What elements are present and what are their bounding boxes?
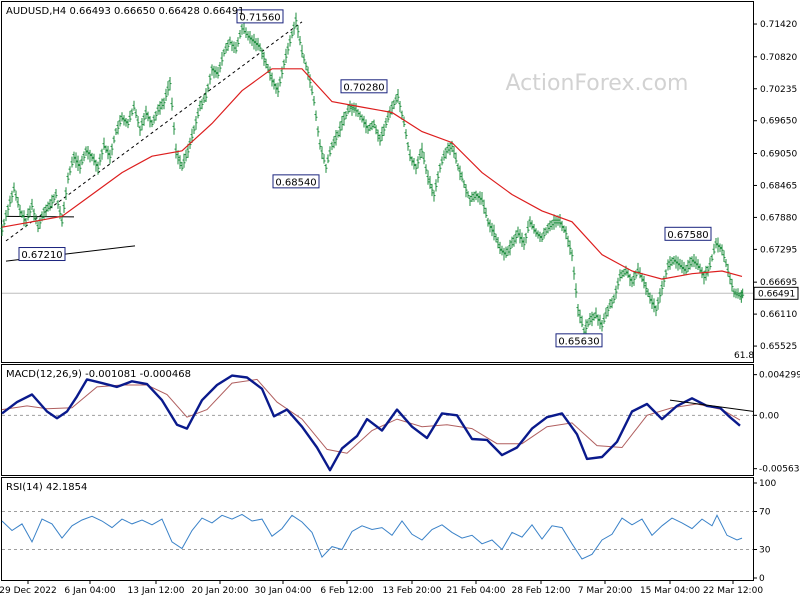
price-annotation: 0.67580 [664,226,712,241]
macd-panel-title: MACD(12,26,9) -0.001081 -0.000468 [6,369,191,380]
rsi-line [1,513,743,560]
price-y-tick-label: 0.67295 [760,245,797,255]
x-axis-label: 21 Feb 04:00 [446,586,505,596]
x-axis-label: 13 Feb 20:00 [382,586,441,596]
price-trendline [5,215,75,218]
rsi-y-tick-label: 30 [759,546,771,556]
price-annotation: 0.68540 [272,174,320,189]
price-annotation-label: 0.67580 [667,230,708,241]
rsi-y-tick-label: 70 [759,508,771,518]
x-axis-label: 20 Jan 20:00 [192,586,249,596]
rsi-layer [1,511,753,560]
macd-signal-line [1,378,741,454]
x-axis-label: 13 Jan 12:00 [128,586,185,596]
price-y-tick-label: 0.69650 [760,117,797,127]
macd-trendline [669,399,755,413]
axis-layer: 0.71420 0.70820 0.70235 0.69650 0.69050 0.684… [0,20,800,596]
x-axis-label: 28 Feb 12:00 [511,586,570,596]
last-price-tag-label: 0.66491 [758,289,795,299]
price-annotation-box [340,79,388,94]
price-y-tick-label: 0.71420 [760,20,797,30]
price-annotation-box [555,333,603,348]
moving-average-line [1,68,743,280]
price-y-tick-label: 0.67880 [760,213,797,223]
price-annotation: 0.71560 [236,9,284,24]
watermark: ActionForex.com [506,71,689,96]
price-y-tick-label: 0.70820 [760,53,797,63]
price-y-tick-label: 0.66110 [760,310,797,320]
macd-y-tick-label: 0.00 [759,411,779,421]
fib-level-label: 61.8 [734,351,754,361]
x-axis-label: 22 Mar 12:00 [703,586,763,596]
macd-layer [1,374,755,472]
macd-y-tick-label: 0.004299 [759,371,800,381]
x-axis-label: 29 Dec 2022 [0,586,57,596]
price-y-tick-label: 0.70235 [760,85,797,95]
price-annotation-label: 0.68540 [275,177,316,188]
x-axis-label: 30 Jan 04:00 [255,586,312,596]
price-annotation-box [236,9,284,24]
price-y-tick-label: 0.69050 [760,150,797,160]
price-annotation-label: 0.67210 [21,250,62,261]
last-price-tag [753,286,799,300]
price-y-tick-label: 0.68465 [760,181,797,191]
x-axis-label: 7 Mar 20:00 [578,586,633,596]
price-annotation-label: 0.65630 [558,336,599,347]
rsi-y-tick-label: 0 [759,574,765,584]
x-axis-label: 6 Feb 12:00 [320,586,374,596]
macd-y-tick-label: -0.005636 [759,465,800,475]
price-annotation-label: 0.70280 [343,82,384,93]
price-annotation: 0.70280 [340,79,388,94]
price-layer: 0.71560 0.70280 0.68540 0.67210 0.67580 0.656… [0,9,753,348]
price-annotation-box [272,174,320,189]
price-annotation-label: 0.71560 [239,12,280,23]
x-axis-label: 6 Jan 04:00 [64,586,116,596]
rsi-panel-frame [1,477,754,581]
price-panel-title: AUDUSD,H4 0.66493 0.66650 0.66428 0.6649… [6,6,244,17]
macd-panel-frame [1,364,754,476]
price-annotation: 0.67210 [18,247,66,262]
macd-line [1,374,741,472]
price-annotation: 0.65630 [555,333,603,348]
price-y-tick-label: 0.66695 [760,278,797,288]
price-annotation-box [664,226,712,241]
rsi-y-tick-label: 100 [759,479,776,489]
price-panel-frame [1,1,754,363]
price-annotation-box [18,247,66,262]
price-trendline [5,21,303,242]
price-y-tick-label: 0.65525 [760,342,797,352]
rsi-panel-title: RSI(14) 42.1854 [6,482,87,493]
x-axis-label: 15 Mar 04:00 [640,586,700,596]
